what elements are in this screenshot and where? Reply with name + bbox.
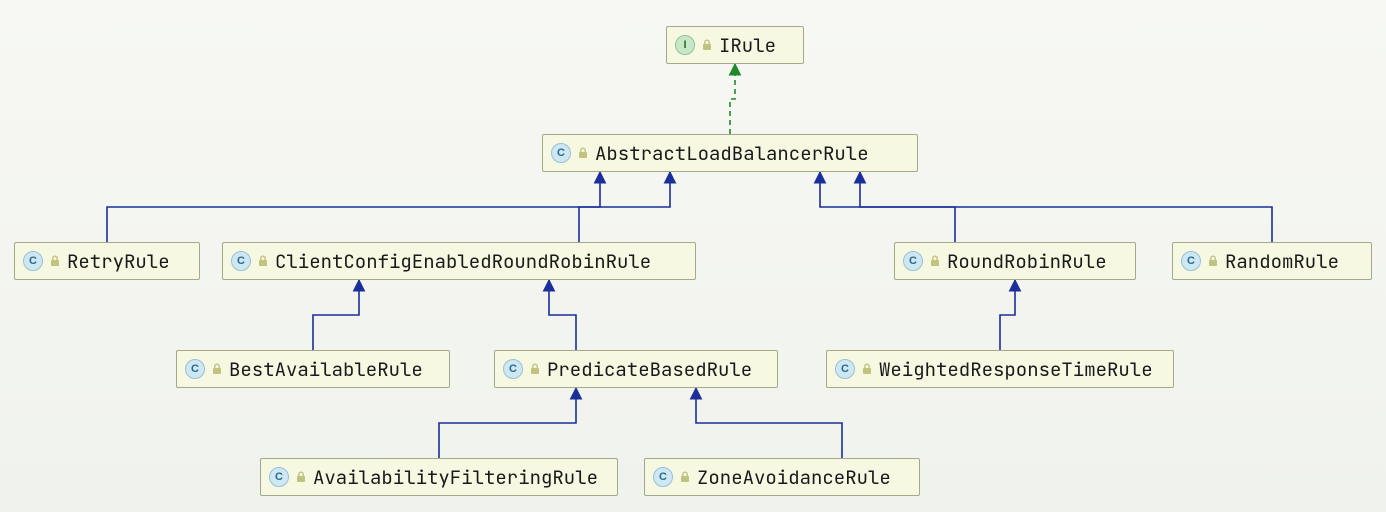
- class-node-retry: C RetryRule: [14, 242, 200, 280]
- class-node-random: C RandomRule: [1172, 242, 1372, 280]
- edge-zar-to-pred: [696, 388, 842, 458]
- class-node-zar: C ZoneAvoidanceRule: [644, 458, 920, 496]
- class-badge-icon: C: [231, 251, 251, 271]
- class-label: AvailabilityFilteringRule: [313, 465, 598, 490]
- class-label: RandomRule: [1225, 249, 1339, 274]
- class-badge-icon: C: [269, 467, 289, 487]
- lock-icon: [1207, 255, 1219, 267]
- edge-pred-to-ccerr: [549, 280, 576, 350]
- lock-icon: [211, 363, 223, 375]
- class-label: ClientConfigEnabledRoundRobinRule: [275, 249, 651, 274]
- class-label: IRule: [719, 33, 776, 58]
- interface-badge-icon: I: [675, 35, 695, 55]
- class-node-irule: I IRule: [666, 26, 804, 64]
- class-label: RoundRobinRule: [947, 249, 1107, 274]
- lock-icon: [679, 471, 691, 483]
- class-label: AbstractLoadBalancerRule: [595, 141, 869, 166]
- class-label: WeightedResponseTimeRule: [879, 357, 1153, 382]
- class-badge-icon: C: [835, 359, 855, 379]
- class-badge-icon: C: [503, 359, 523, 379]
- class-badge-icon: C: [551, 143, 571, 163]
- class-badge-icon: C: [23, 251, 43, 271]
- edge-albr-to-irule: [730, 64, 735, 134]
- class-node-ccerr: C ClientConfigEnabledRoundRobinRule: [222, 242, 696, 280]
- class-node-best: C BestAvailableRule: [176, 350, 450, 388]
- class-node-rr: C RoundRobinRule: [894, 242, 1136, 280]
- edge-wrtr-to-rr: [1000, 280, 1015, 350]
- edge-rr-to-albr: [820, 172, 955, 242]
- class-node-albr: C AbstractLoadBalancerRule: [542, 134, 918, 172]
- edge-random-to-albr: [860, 172, 1272, 242]
- edge-best-to-ccerr: [313, 280, 359, 350]
- lock-icon: [257, 255, 269, 267]
- class-badge-icon: C: [1181, 251, 1201, 271]
- diagram-canvas: I IRuleC AbstractLoadBalancerRuleC Retry…: [0, 0, 1386, 512]
- lock-icon: [701, 39, 713, 51]
- lock-icon: [49, 255, 61, 267]
- class-badge-icon: C: [185, 359, 205, 379]
- class-label: PredicateBasedRule: [547, 357, 752, 382]
- lock-icon: [577, 147, 589, 159]
- class-node-wrtr: C WeightedResponseTimeRule: [826, 350, 1174, 388]
- edge-ccerr-to-albr: [579, 172, 670, 242]
- class-node-pred: C PredicateBasedRule: [494, 350, 778, 388]
- edge-afr-to-pred: [439, 388, 576, 458]
- lock-icon: [295, 471, 307, 483]
- lock-icon: [529, 363, 541, 375]
- class-badge-icon: C: [653, 467, 673, 487]
- lock-icon: [861, 363, 873, 375]
- class-node-afr: C AvailabilityFilteringRule: [260, 458, 618, 496]
- lock-icon: [929, 255, 941, 267]
- class-label: ZoneAvoidanceRule: [697, 465, 891, 490]
- class-label: BestAvailableRule: [229, 357, 423, 382]
- class-label: RetryRule: [67, 249, 170, 274]
- edge-retry-to-albr: [107, 172, 600, 242]
- class-badge-icon: C: [903, 251, 923, 271]
